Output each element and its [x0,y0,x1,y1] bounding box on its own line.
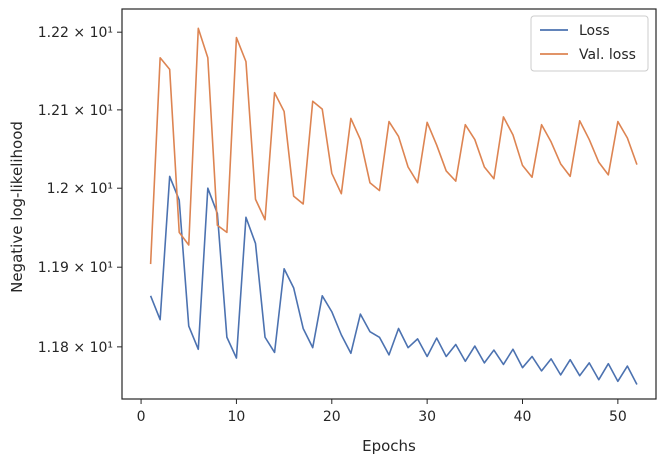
series-line-1 [149,175,638,385]
y-tick-label: 1.22 × 10¹ [38,25,113,41]
x-tick-label: 10 [228,409,246,425]
x-axis-label: Epochs [362,437,416,455]
plot-frame [121,8,657,400]
y-tick-label: 1.2 × 10¹ [47,181,113,197]
x-tick-label: 0 [137,409,146,425]
series-line-2 [149,27,638,265]
plot-lines [149,27,638,385]
x-tick-label: 30 [418,409,436,425]
y-axis-label: Negative log-likelihood [8,121,26,293]
x-tick-label: 50 [609,409,627,425]
x-tick-label: 40 [514,409,532,425]
legend-label-2: Val. loss [579,47,636,63]
legend: Loss Val. loss [530,15,649,72]
y-axis: 1.18 × 10¹ 1.19 × 10¹ 1.2 × 10¹ 1.21 × 10¹ 1… [38,25,122,356]
y-tick-label: 1.19 × 10¹ [38,260,113,276]
y-tick-label: 1.21 × 10¹ [38,103,113,119]
x-axis: 0 10 20 30 40 50 [137,399,627,425]
x-tick-label: 20 [323,409,341,425]
y-tick-label: 1.18 × 10¹ [38,340,113,356]
legend-label-1: Loss [579,23,610,39]
